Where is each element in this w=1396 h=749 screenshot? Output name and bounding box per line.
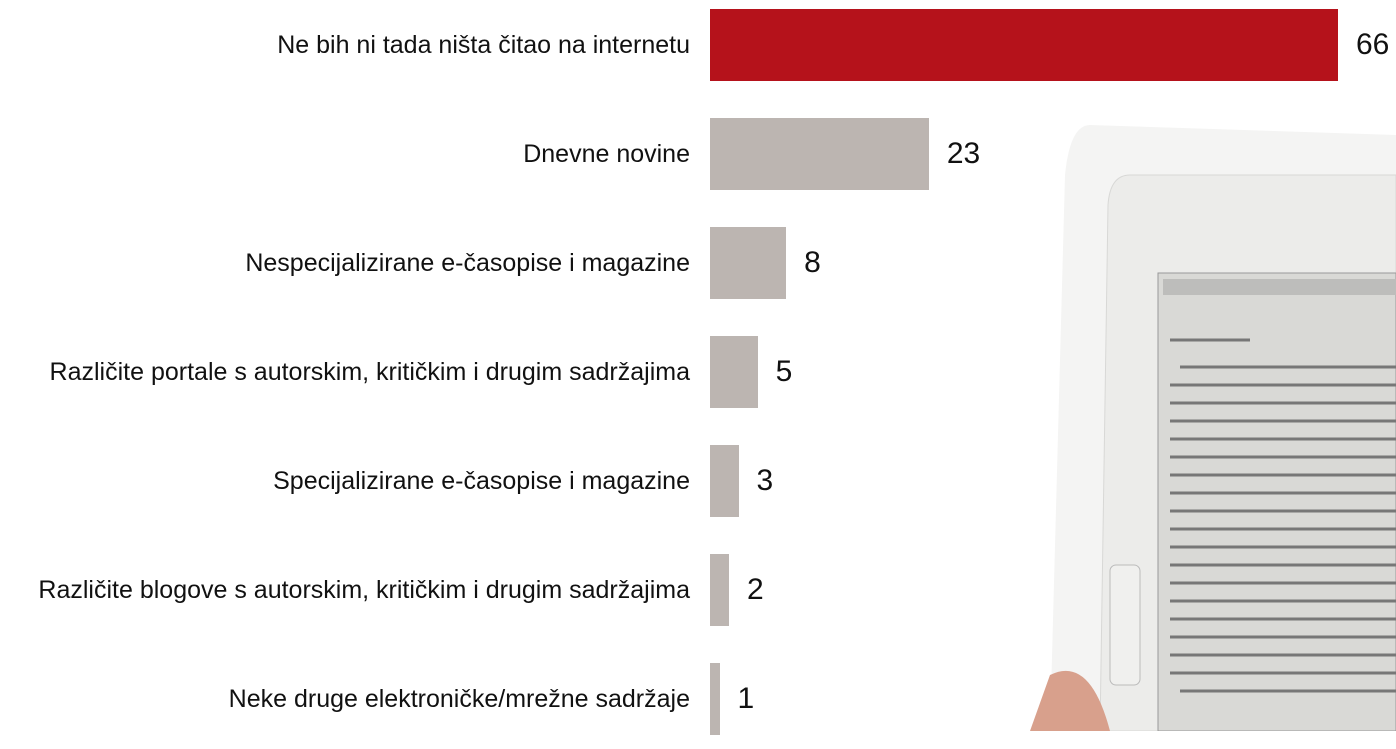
value-label: 5 xyxy=(775,355,793,388)
category-label: Različite portale s autorskim, kritičkim… xyxy=(49,358,690,386)
device-screen xyxy=(1157,272,1396,731)
category-label: Dnevne novine xyxy=(523,140,690,168)
category-label: Neke druge elektroničke/mrežne sadržaje xyxy=(228,685,690,713)
hand xyxy=(1030,670,1110,731)
category-label-row: Nespecijalizirane e-časopise i magazine xyxy=(0,213,690,313)
value-label: 8 xyxy=(804,246,821,279)
category-label-row: Različite portale s autorskim, kritičkim… xyxy=(0,322,690,422)
category-label-row: Različite blogove s autorskim, kritičkim… xyxy=(0,540,690,640)
category-label: Ne bih ni tada ništa čitao na internetu xyxy=(277,31,690,59)
bar xyxy=(710,227,787,299)
bar xyxy=(710,9,1338,81)
side-button xyxy=(1109,564,1141,686)
category-label: Različite blogove s autorskim, kritičkim… xyxy=(38,576,690,604)
category-label-row: Neke druge elektroničke/mrežne sadržaje xyxy=(0,649,690,749)
decorative-photo xyxy=(1030,125,1396,731)
category-label: Specijalizirane e-časopise i magazine xyxy=(273,467,690,495)
value-label: 1 xyxy=(737,682,755,715)
category-label-row: Dnevne novine xyxy=(0,104,690,204)
bar xyxy=(710,554,730,626)
value-label: 2 xyxy=(747,573,764,606)
category-label-row: Specijalizirane e-časopise i magazine xyxy=(0,431,690,531)
value-label: 66 xyxy=(1356,28,1390,61)
bar xyxy=(710,445,739,517)
category-label: Nespecijalizirane e-časopise i magazine xyxy=(245,249,690,277)
category-label-row: Ne bih ni tada ništa čitao na internetu xyxy=(0,0,690,95)
value-label: 3 xyxy=(756,464,774,497)
bar xyxy=(710,118,929,190)
screen-text-lines xyxy=(1170,338,1396,693)
bar xyxy=(710,663,720,735)
screen-header xyxy=(1163,279,1396,295)
value-label: 23 xyxy=(946,137,981,170)
bar xyxy=(710,336,758,408)
